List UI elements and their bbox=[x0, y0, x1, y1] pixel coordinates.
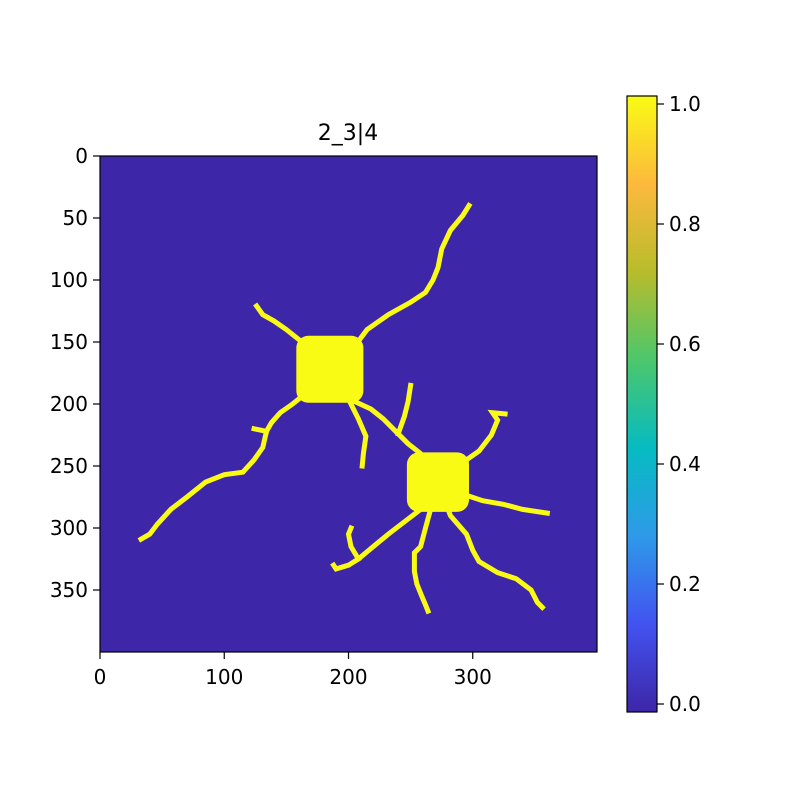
neurite-branch-3 bbox=[137, 365, 334, 543]
image-plot bbox=[99, 155, 598, 653]
y-tick-label: 150 bbox=[50, 330, 88, 354]
y-tick-label: 300 bbox=[50, 516, 88, 540]
soma-blob-2 bbox=[406, 452, 470, 512]
neurite-branch-12 bbox=[434, 478, 546, 611]
y-tick-label: 50 bbox=[63, 206, 88, 230]
y-tick-label: 350 bbox=[50, 578, 88, 602]
neurite-branch-13 bbox=[411, 479, 442, 615]
y-tick-label: 100 bbox=[50, 268, 88, 292]
chart-title: 2_3|4 bbox=[318, 121, 378, 146]
neurite-branch-5 bbox=[335, 388, 442, 486]
colorbar: 0.0 0.2 0.4 0.6 0.8 1.0 bbox=[626, 92, 701, 716]
soma-blob-1 bbox=[296, 335, 364, 403]
colorbar-tick-label: 1.0 bbox=[669, 92, 701, 116]
y-tick-label: 200 bbox=[50, 392, 88, 416]
neurite-branch-6 bbox=[342, 390, 369, 469]
neurite-branch-10 bbox=[330, 478, 442, 572]
y-axis: 0 50 100 150 200 250 300 350 bbox=[50, 144, 100, 602]
colorbar-tick-label: 0.0 bbox=[669, 692, 701, 716]
x-tick-label: 100 bbox=[205, 665, 243, 689]
colorbar-ticks: 0.0 0.2 0.4 0.6 0.8 1.0 bbox=[657, 92, 701, 716]
colorbar-frame bbox=[626, 95, 658, 713]
x-tick-label: 0 bbox=[94, 665, 107, 689]
x-axis: 0 100 200 300 bbox=[94, 652, 492, 689]
neurite-branch-11 bbox=[345, 524, 362, 563]
y-tick-label: 250 bbox=[50, 454, 88, 478]
x-tick-label: 200 bbox=[329, 665, 367, 689]
colorbar-tick-label: 0.4 bbox=[669, 452, 701, 476]
y-tick-label: 0 bbox=[75, 144, 88, 168]
neurite-branch-7 bbox=[395, 382, 414, 437]
colorbar-gradient bbox=[627, 96, 657, 712]
image-foreground bbox=[137, 202, 551, 615]
neurite-branch-4 bbox=[251, 425, 270, 435]
colorbar-tick-label: 0.2 bbox=[669, 572, 701, 596]
colorbar-tick-label: 0.8 bbox=[669, 212, 701, 236]
colorbar-tick-label: 0.6 bbox=[669, 332, 701, 356]
neurite-branch-1 bbox=[326, 202, 473, 373]
x-tick-label: 300 bbox=[454, 665, 492, 689]
